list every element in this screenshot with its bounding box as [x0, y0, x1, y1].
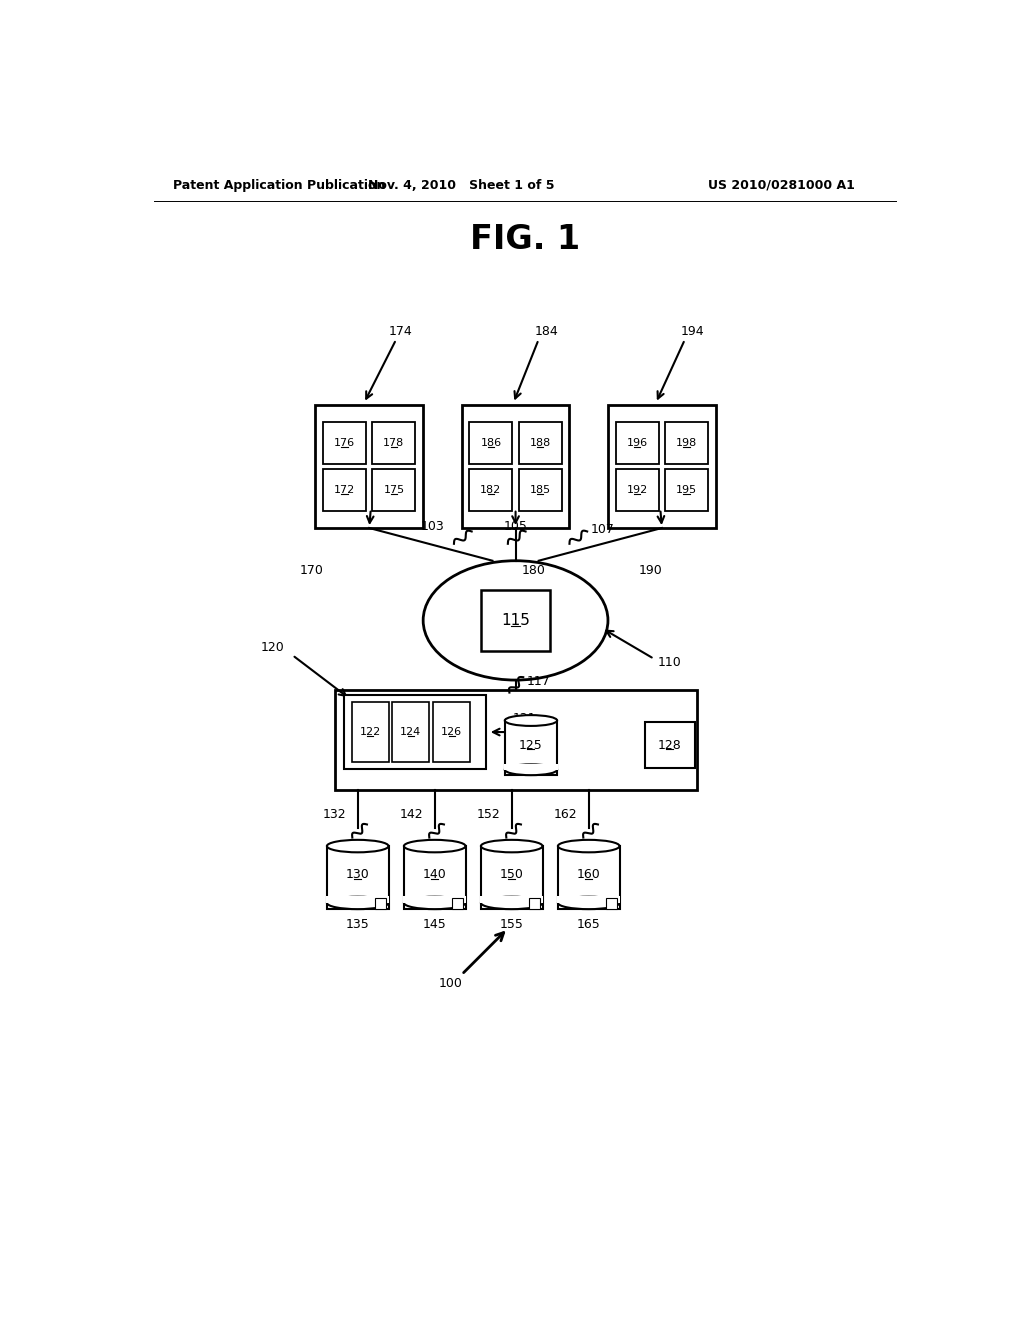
Text: 185: 185 — [529, 484, 551, 495]
Text: 196: 196 — [627, 438, 648, 447]
Text: 115: 115 — [501, 612, 530, 628]
Bar — [433, 702, 470, 763]
Ellipse shape — [558, 896, 620, 909]
Text: 140: 140 — [423, 869, 446, 880]
Ellipse shape — [423, 561, 608, 680]
Bar — [453, 898, 463, 909]
Text: 186: 186 — [480, 438, 502, 447]
Bar — [481, 590, 550, 651]
Bar — [344, 696, 486, 768]
Text: 145: 145 — [423, 917, 446, 931]
Text: 100: 100 — [438, 977, 462, 990]
Bar — [665, 422, 708, 463]
Text: 165: 165 — [577, 917, 601, 931]
Bar — [615, 469, 658, 511]
Bar — [558, 846, 620, 909]
Text: 176: 176 — [334, 438, 355, 447]
Text: 150: 150 — [500, 869, 523, 880]
Text: 126: 126 — [441, 727, 462, 737]
Text: 162: 162 — [554, 808, 578, 821]
Bar — [315, 405, 423, 528]
Bar — [518, 469, 562, 511]
Text: 121: 121 — [513, 711, 537, 725]
Ellipse shape — [505, 764, 557, 775]
Text: 174: 174 — [388, 325, 413, 338]
Bar — [480, 896, 544, 903]
Text: 160: 160 — [577, 869, 601, 880]
Bar — [615, 422, 658, 463]
Text: 184: 184 — [535, 325, 558, 338]
Bar — [462, 405, 569, 528]
Bar — [606, 898, 617, 909]
Text: 128: 128 — [657, 739, 681, 751]
Text: 110: 110 — [658, 656, 682, 669]
Text: 125: 125 — [519, 739, 543, 751]
Text: 122: 122 — [359, 727, 381, 737]
Ellipse shape — [481, 840, 543, 853]
Bar — [373, 422, 416, 463]
Bar — [335, 689, 696, 789]
Text: Patent Application Publication: Patent Application Publication — [173, 178, 385, 191]
Bar — [481, 846, 543, 909]
Text: FIG. 1: FIG. 1 — [470, 223, 580, 256]
Bar — [518, 422, 562, 463]
Text: 182: 182 — [480, 484, 502, 495]
Ellipse shape — [327, 840, 388, 853]
Bar — [557, 896, 621, 903]
Text: 135: 135 — [346, 917, 370, 931]
Bar — [323, 422, 367, 463]
Text: 124: 124 — [400, 727, 422, 737]
Text: 180: 180 — [521, 564, 546, 577]
Text: 178: 178 — [383, 438, 404, 447]
Ellipse shape — [403, 896, 466, 909]
Ellipse shape — [481, 896, 543, 909]
Bar — [403, 846, 466, 909]
Text: 120: 120 — [261, 640, 285, 653]
Bar — [392, 702, 429, 763]
Ellipse shape — [505, 715, 557, 726]
Bar — [403, 896, 466, 903]
Bar — [644, 722, 694, 768]
Text: 142: 142 — [399, 808, 423, 821]
Text: Nov. 4, 2010   Sheet 1 of 5: Nov. 4, 2010 Sheet 1 of 5 — [369, 178, 555, 191]
Bar — [665, 469, 708, 511]
Text: 152: 152 — [476, 808, 500, 821]
Text: 155: 155 — [500, 917, 523, 931]
Bar — [469, 469, 512, 511]
Bar — [504, 763, 558, 770]
Text: 132: 132 — [323, 808, 346, 821]
Bar — [469, 422, 512, 463]
Text: 198: 198 — [676, 438, 697, 447]
Text: 170: 170 — [300, 564, 324, 577]
Text: US 2010/0281000 A1: US 2010/0281000 A1 — [708, 178, 855, 191]
Bar — [375, 898, 386, 909]
Text: 194: 194 — [681, 325, 705, 338]
Bar — [529, 898, 541, 909]
Text: 192: 192 — [627, 484, 648, 495]
Bar — [323, 469, 367, 511]
Text: 172: 172 — [334, 484, 355, 495]
Text: 105: 105 — [504, 520, 528, 532]
Text: 188: 188 — [529, 438, 551, 447]
Bar — [326, 896, 389, 903]
Text: 117: 117 — [527, 675, 551, 688]
Bar — [327, 846, 388, 909]
Text: 190: 190 — [639, 564, 663, 577]
Ellipse shape — [558, 840, 620, 853]
Ellipse shape — [327, 896, 388, 909]
Bar — [373, 469, 416, 511]
Bar — [351, 702, 388, 763]
Text: 107: 107 — [590, 524, 614, 536]
Text: 130: 130 — [346, 869, 370, 880]
Text: 103: 103 — [420, 520, 444, 532]
Text: 195: 195 — [676, 484, 697, 495]
Ellipse shape — [403, 840, 466, 853]
Bar — [505, 721, 557, 775]
Bar — [608, 405, 716, 528]
Text: 175: 175 — [383, 484, 404, 495]
